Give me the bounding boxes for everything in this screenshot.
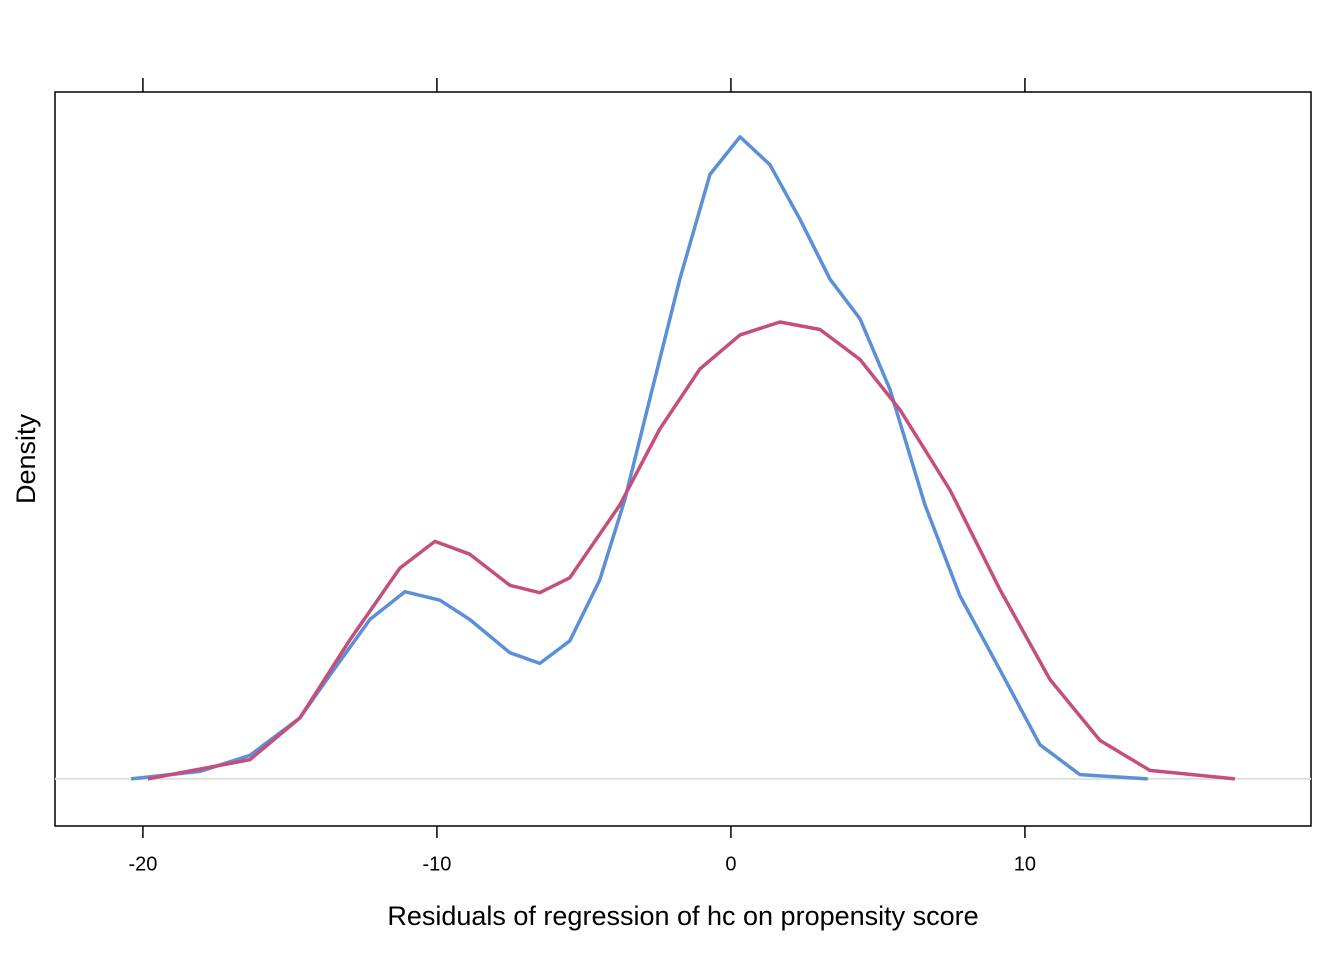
x-tick-label: 10 <box>1014 853 1036 875</box>
x-tick-label: -20 <box>128 853 157 875</box>
x-tick-label: -10 <box>422 853 451 875</box>
density-line <box>130 135 1148 781</box>
y-axis-label: Density <box>11 413 41 504</box>
plot-frame <box>54 91 1312 827</box>
x-axis-label: Residuals of regression of hc on propens… <box>387 901 978 931</box>
density-line <box>147 320 1236 781</box>
x-tick-label: 0 <box>725 853 736 875</box>
